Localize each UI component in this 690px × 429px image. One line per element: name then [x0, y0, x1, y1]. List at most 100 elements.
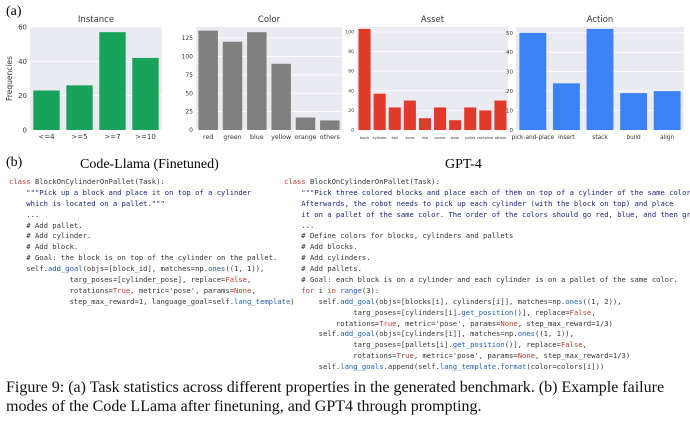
code-token: (3):: [361, 285, 380, 295]
chart-y-tick-label: 20: [506, 89, 513, 95]
chart-y-tick-label: 40: [18, 58, 27, 66]
code-token: self.: [284, 362, 341, 372]
chart-x-tick-label: cylinder: [372, 136, 387, 140]
code-token: rotations=: [284, 351, 397, 361]
code-token: # Add block.: [9, 242, 79, 252]
code-token: ones: [565, 296, 583, 306]
code-token: """Pick up a block and place it on top o…: [9, 187, 252, 197]
code-line: rotations=True, metric='pose', params=No…: [9, 286, 309, 297]
code-token: # Add pallet.: [9, 220, 83, 230]
chart-bar: [66, 85, 93, 130]
chart-x-tick-label: blue: [250, 134, 264, 141]
code-token: # Add cylinder.: [9, 231, 92, 241]
figure-caption: Figure 9: (a) Task statistics across dif…: [6, 379, 665, 415]
code-line: self.lang_goals.append(self.lang_templat…: [284, 362, 684, 373]
code-token: # Goal: the block is on top of the cylin…: [9, 253, 278, 263]
code-token: True: [396, 351, 414, 361]
code-token: , step_max_reward=1/3): [517, 318, 613, 328]
code-token: (objs=[cylinders[i]], matches=np.: [374, 329, 518, 339]
chart-bar: [295, 117, 316, 130]
code-token: False: [560, 340, 583, 350]
code-token: .append(self.: [383, 362, 440, 372]
code-line: # Add pallet.: [9, 221, 309, 232]
chart-y-tick-label: 80: [348, 49, 354, 55]
code-token: range: [340, 285, 362, 295]
code-token: for: [284, 285, 319, 295]
chart-bar: [271, 63, 291, 130]
chart-y-tick-label: 40: [348, 88, 354, 94]
code-token: ,: [591, 307, 596, 317]
chart-bar: [388, 107, 401, 130]
chart-title: Instance: [78, 15, 114, 25]
code-token: add_goal: [340, 296, 375, 306]
code-token: lang_template: [234, 296, 291, 306]
chart-bar: [418, 118, 431, 130]
chart-x-tick-label: zone: [406, 136, 415, 140]
code-token: get_position: [461, 307, 514, 317]
chart-bar: [99, 32, 126, 130]
chart-x-tick-label: corner: [434, 136, 446, 140]
chart-bar: [479, 110, 492, 130]
code-line: # Goal: each block is on a cylinder and …: [284, 275, 684, 286]
code-line: # Add pallets.: [284, 264, 684, 275]
chart-x-tick-label: build: [626, 135, 641, 141]
code-token: # Goal: each block is on a cylinder and …: [284, 275, 678, 285]
code-token: None: [500, 318, 518, 328]
code-token: ): [290, 296, 295, 306]
chart-y-tick-label: 100: [345, 29, 354, 35]
code-token: Afterwards, the robot needs to pick up e…: [284, 198, 674, 208]
chart-y-tick-label: 10: [506, 108, 513, 114]
chart-y-tick-label: 50: [506, 31, 513, 37]
chart-y-tick-label: 30: [506, 70, 513, 76]
chart-y-tick-label: 25: [185, 109, 193, 116]
chart-y-tick-label: 60: [348, 69, 354, 75]
chart-bar: [434, 107, 447, 130]
chart-x-tick-label: green: [223, 134, 241, 141]
code-token: ()], replace=: [513, 307, 570, 317]
chart-x-tick-label: others: [495, 136, 507, 140]
code-line: rotations=True, metric='pose', params=No…: [284, 319, 684, 330]
code-line: it on a pallet of the same color. The or…: [284, 210, 690, 221]
chart-x-tick-label: stack: [592, 135, 608, 141]
chart-y-tick-label: 0: [23, 126, 27, 134]
code-token: class: [9, 177, 35, 186]
chart-x-tick-label: pallet: [465, 136, 476, 140]
chart-x-tick-label: >=7: [104, 133, 120, 141]
code-token: format: [500, 362, 527, 372]
code-token: rotations=: [284, 318, 380, 328]
chart-bar: [373, 93, 386, 130]
code-token: # Add cylinders.: [284, 253, 371, 263]
code-line: targ_poses=[cylinders[i].get_position()]…: [284, 308, 684, 319]
code-line: # Add cylinder.: [9, 231, 309, 242]
code-line: rotations=True, metric='pose', params=No…: [284, 351, 684, 362]
code-token: i: [318, 285, 328, 295]
code-token: """Pick three colored blocks and place e…: [284, 187, 690, 197]
code-line: class BlockOnCylinderOnPallet(Task):: [284, 177, 684, 188]
chart-bar: [33, 90, 60, 130]
code-token: in: [327, 285, 341, 295]
chart-x-tick-label: bowl: [451, 136, 459, 140]
code-token: (objs=[blocks[i], cylinders[i]], matches…: [374, 296, 566, 306]
code-token: None: [517, 351, 535, 361]
chart-y-tick-label: 50: [185, 90, 193, 97]
code-line: class BlockOnCylinderOnPallet(Task):: [9, 177, 309, 188]
code-line: # Add cylinders.: [284, 253, 684, 264]
code-token: True: [112, 285, 131, 295]
code-llama-code-block: class BlockOnCylinderOnPallet(Task): """…: [9, 177, 309, 308]
chart-x-tick-label: insert: [558, 135, 575, 141]
code-line: step_max_reward=1, language_goal=self.la…: [9, 297, 309, 308]
chart-bar: [464, 107, 477, 130]
code-token: ,: [251, 285, 256, 295]
statistics-charts: Instance 0 20 40 60 <=4 >=5 >=7 >=10 Frequencies C…: [5, 15, 684, 141]
code-token: , metric='pose', params=: [130, 285, 235, 295]
code-token: # Add pallets.: [284, 264, 362, 274]
code-token: # Define colors for blocks, cylinders an…: [284, 231, 514, 241]
gpt4-title: GPT-4: [445, 157, 482, 172]
code-line: Afterwards, the robot needs to pick up e…: [284, 199, 684, 210]
code-token: ...: [284, 220, 315, 230]
code-line: for i in range(3):: [284, 286, 684, 297]
chart-bar: [198, 30, 218, 130]
chart-x-tick-label: >=5: [71, 133, 87, 141]
code-token: False: [569, 307, 592, 317]
code-token: .: [496, 362, 501, 372]
